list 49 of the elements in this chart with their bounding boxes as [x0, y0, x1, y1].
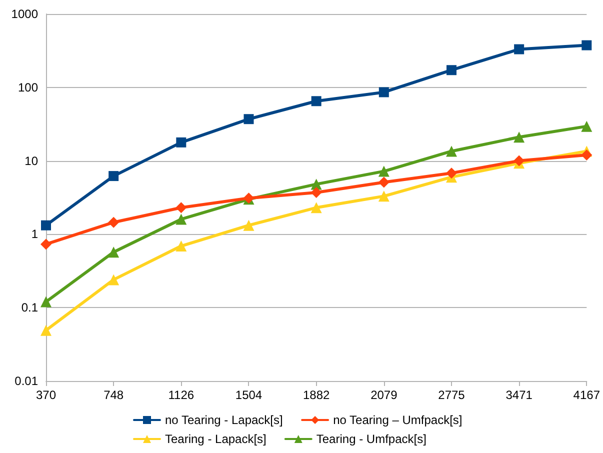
point [446, 65, 456, 76]
point [40, 296, 52, 308]
x-tick-label: 748 [104, 388, 124, 402]
point [514, 132, 525, 143]
x-tick-label: 2079 [370, 388, 398, 402]
point [243, 220, 254, 231]
legend-label: Tearing - Umfpack[s] [316, 432, 426, 446]
point [41, 220, 51, 230]
x-tick-label: 1126 [168, 388, 194, 402]
x-tick-label: 370 [36, 388, 56, 402]
point [581, 149, 592, 160]
point [514, 155, 525, 166]
point [108, 246, 120, 258]
point [108, 216, 120, 228]
x-tick-label: 4167 [573, 388, 600, 402]
point [176, 240, 187, 252]
point [40, 324, 52, 336]
point [108, 274, 120, 286]
point [310, 186, 322, 198]
x-tick-label: 3471 [506, 388, 533, 402]
x-tick-label: 1882 [302, 388, 330, 402]
point [176, 202, 187, 214]
legend-label: Tearing - Lapack[s] [165, 432, 266, 446]
y-tick-label: 0.1 [21, 300, 38, 315]
legend-label: no Tearing – Umfpack[s] [333, 413, 462, 427]
point [244, 114, 254, 124]
point [582, 40, 592, 50]
point [378, 176, 390, 188]
point [446, 146, 457, 157]
y-tick-label: 1 [31, 227, 38, 242]
y-tick-label: 10 [24, 154, 38, 168]
x-tick-label: 1504 [235, 388, 262, 402]
point [581, 120, 592, 132]
point [446, 168, 457, 179]
point [378, 87, 389, 98]
point [378, 166, 390, 177]
point [176, 214, 187, 225]
point [378, 190, 390, 202]
point [310, 202, 322, 214]
x-tick-label: 2775 [438, 388, 466, 402]
point [40, 238, 52, 250]
point [176, 137, 186, 148]
point [108, 171, 119, 182]
point [311, 96, 322, 106]
y-tick-label: 0.01 [14, 374, 38, 388]
y-tick-label: 1000 [11, 7, 38, 21]
y-tick-label: 100 [18, 80, 38, 94]
legend-label: no Tearing - Lapack[s] [165, 413, 283, 427]
point [514, 44, 524, 54]
